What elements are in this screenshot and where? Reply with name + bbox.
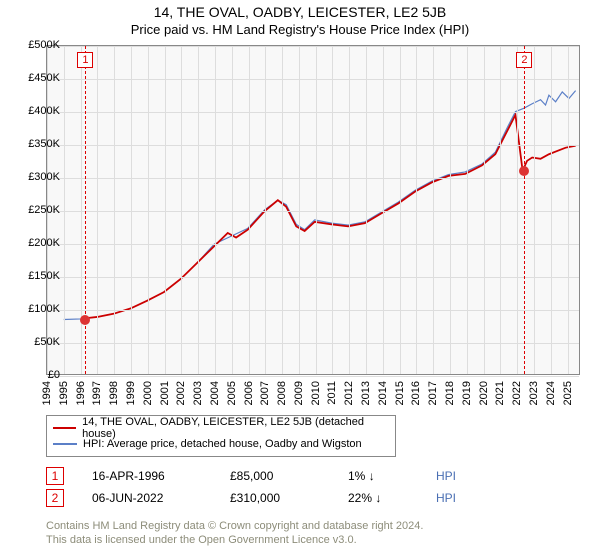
x-axis-tick: 2021 [494,381,506,405]
marker-dot [519,166,529,176]
x-axis-tick: 2000 [142,381,154,405]
x-axis-tick: 1996 [75,381,87,405]
legend-label-hpi: HPI: Average price, detached house, Oadb… [83,438,362,450]
x-axis-tick: 2008 [276,381,288,405]
attribution-footer: Contains HM Land Registry data © Crown c… [46,519,600,548]
x-axis-tick: 2023 [528,381,540,405]
legend-swatch-price-paid [53,427,76,429]
x-axis-tick: 2004 [209,381,221,405]
legend-label-price-paid: 14, THE OVAL, OADBY, LEICESTER, LE2 5JB … [82,416,389,440]
x-axis-tick: 1994 [41,381,53,405]
sale-hpi-link[interactable]: HPI [436,491,456,505]
footer-line-2: This data is licensed under the Open Gov… [46,533,600,547]
x-axis-tick: 1999 [125,381,137,405]
chart-title-subtitle: Price paid vs. HM Land Registry's House … [0,22,600,37]
y-axis-tick: £300K [16,171,60,183]
x-axis-tick: 2011 [326,381,338,405]
x-axis-tick: 2024 [545,381,557,405]
sale-row: 2 06-JUN-2022 £310,000 22% ↓ HPI [46,487,600,509]
sale-marker-badge: 2 [46,489,64,507]
x-axis-tick: 1995 [58,381,70,405]
x-axis-tick: 2013 [360,381,372,405]
x-axis-tick: 2001 [159,381,171,405]
sale-pct: 22% ↓ [348,491,408,505]
legend-swatch-hpi [53,443,77,445]
y-axis-tick: £400K [16,105,60,117]
y-axis-tick: £150K [16,270,60,282]
x-axis-tick: 2009 [293,381,305,405]
sale-hpi-link[interactable]: HPI [436,469,456,483]
sale-records: 1 16-APR-1996 £85,000 1% ↓ HPI 2 06-JUN-… [46,465,600,509]
x-axis-tick: 2003 [192,381,204,405]
x-axis-tick: 2015 [394,381,406,405]
y-axis-tick: £50K [16,336,60,348]
x-axis-tick: 2012 [343,381,355,405]
footer-line-1: Contains HM Land Registry data © Crown c… [46,519,600,533]
y-axis-tick: £250K [16,204,60,216]
sale-pct: 1% ↓ [348,469,408,483]
x-axis-tick: 2018 [444,381,456,405]
x-axis-tick: 1998 [108,381,120,405]
sale-row: 1 16-APR-1996 £85,000 1% ↓ HPI [46,465,600,487]
legend-item-price-paid: 14, THE OVAL, OADBY, LEICESTER, LE2 5JB … [53,420,389,436]
x-axis-tick: 2019 [461,381,473,405]
sale-price: £85,000 [230,469,320,483]
marker-dot [80,315,90,325]
x-axis-tick: 2016 [410,381,422,405]
x-axis-tick: 2014 [377,381,389,405]
marker-badge: 1 [77,52,93,68]
x-axis-tick: 2022 [511,381,523,405]
sale-marker-badge: 1 [46,467,64,485]
y-axis-tick: £500K [16,39,60,51]
legend-item-hpi: HPI: Average price, detached house, Oadb… [53,436,389,452]
x-axis-tick: 2007 [259,381,271,405]
x-axis-tick: 2005 [226,381,238,405]
x-axis-tick: 2010 [310,381,322,405]
price-chart: 12 [46,45,580,375]
sale-date: 06-JUN-2022 [92,491,202,505]
chart-legend: 14, THE OVAL, OADBY, LEICESTER, LE2 5JB … [46,415,396,457]
x-axis-tick: 2020 [478,381,490,405]
x-axis-tick: 1997 [91,381,103,405]
series-hpi [64,91,576,320]
x-axis-tick: 2025 [562,381,574,405]
marker-badge: 2 [516,52,532,68]
x-axis-tick: 2006 [243,381,255,405]
y-axis-tick: £0 [16,369,60,381]
sale-date: 16-APR-1996 [92,469,202,483]
sale-price: £310,000 [230,491,320,505]
x-axis-tick: 2002 [175,381,187,405]
y-axis-tick: £100K [16,303,60,315]
y-axis-tick: £350K [16,138,60,150]
marker-guideline [524,46,525,374]
y-axis-tick: £450K [16,72,60,84]
y-axis-tick: £200K [16,237,60,249]
x-axis-tick: 2017 [427,381,439,405]
chart-title-address: 14, THE OVAL, OADBY, LEICESTER, LE2 5JB [0,4,600,20]
